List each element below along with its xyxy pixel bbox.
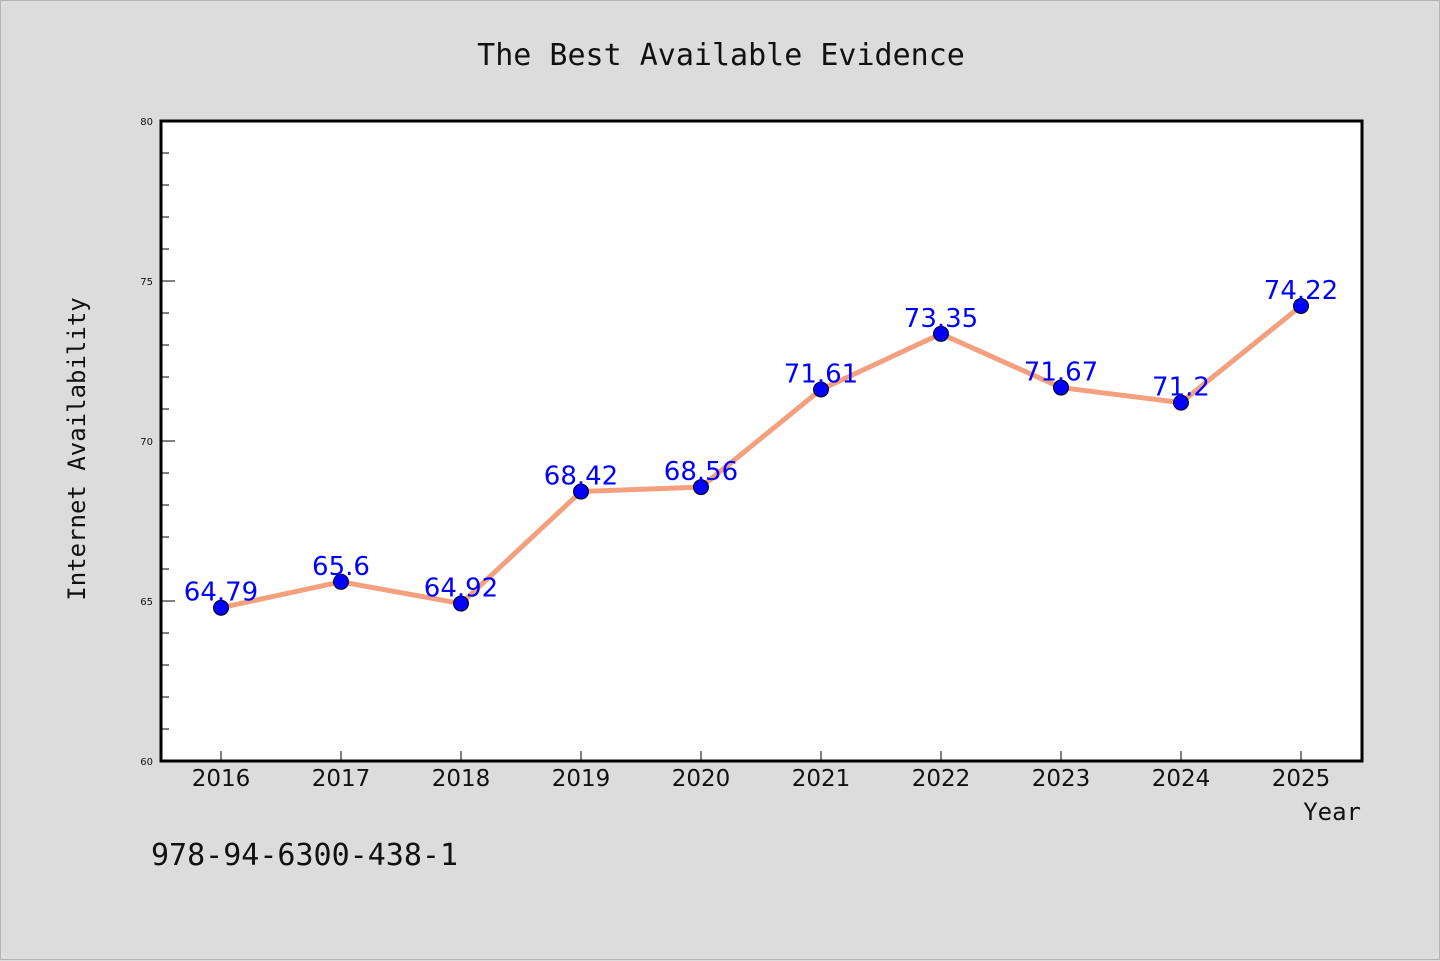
data-label: 65.6 [312,552,370,582]
data-point [333,573,349,590]
data-label: 71.61 [784,359,858,389]
x-axis-ticks: 2016 2017 2018 2019 2020 2021 2022 2023 2024 2025 [192,751,1331,792]
data-label: 74.22 [1264,276,1338,306]
x-tick-label: 2019 [552,766,611,792]
data-label: 64.79 [184,578,258,608]
data-label: 68.56 [664,457,738,487]
y-axis-ticks: 60 65 70 75 80 [140,117,175,768]
data-markers [213,297,1309,616]
x-tick-label: 2020 [672,766,731,792]
y-tick-label: 75 [140,277,153,288]
x-tick-label: 2023 [1032,766,1091,792]
data-label: 68.42 [544,462,618,492]
data-point [933,325,949,342]
data-labels: 64.79 65.6 64.92 68.42 68.56 71.61 73.35 71.67 7… [184,276,1338,608]
x-tick-label: 2018 [432,766,491,792]
data-point [1053,379,1069,396]
data-point [213,599,229,616]
y-tick-label: 60 [140,757,153,768]
series-line [218,303,1304,611]
data-label: 71.67 [1024,358,1098,388]
x-tick-label: 2025 [1272,766,1331,792]
y-axis-title: Internet Availability [63,297,91,600]
data-point [1293,297,1309,314]
data-point [1173,394,1189,411]
data-point [693,479,709,496]
x-tick-label: 2017 [312,766,371,792]
data-label: 73.35 [904,304,978,334]
x-tick-label: 2021 [792,766,851,792]
y-tick-label: 70 [140,437,153,448]
data-label: 71.2 [1152,373,1210,403]
chart-title: The Best Available Evidence [477,38,965,73]
data-label: 64.92 [424,574,498,604]
y-tick-label: 80 [140,117,153,128]
data-point [573,483,589,500]
data-point [813,381,829,398]
x-axis-title: Year [1303,798,1361,826]
isbn-annotation: 978-94-6300-438-1 [151,838,458,873]
x-tick-label: 2022 [912,766,971,792]
x-tick-label: 2016 [192,766,251,792]
y-minor-ticks [161,152,169,730]
x-tick-label: 2024 [1152,766,1211,792]
y-tick-label: 65 [140,597,153,608]
data-point [453,595,469,612]
